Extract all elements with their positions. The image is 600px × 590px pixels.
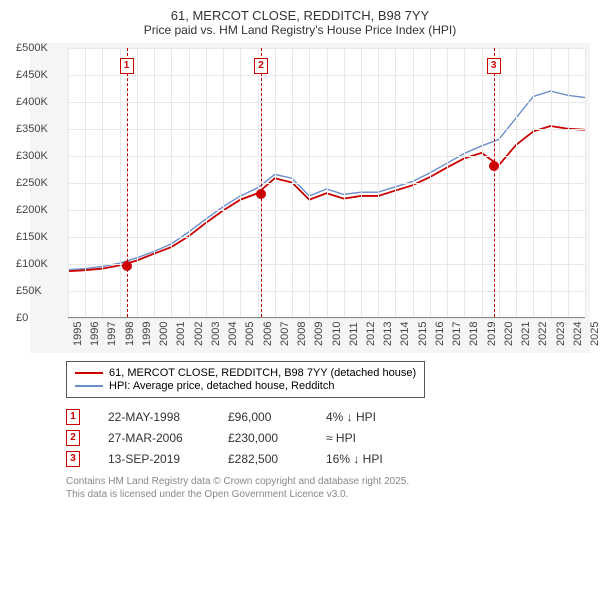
footer-line-1: Contains HM Land Registry data © Crown c…	[66, 475, 590, 488]
sales-row: 1 22-MAY-1998 £96,000 4% ↓ HPI	[66, 409, 590, 425]
x-axis: 1995 1996 1997 1998 1999 2000 2001 2002 2003 2004…	[68, 318, 585, 353]
sales-row-marker: 2	[66, 430, 80, 446]
x-tick-label: 2014	[399, 322, 411, 346]
legend-row: HPI: Average price, detached house, Redd…	[75, 380, 416, 392]
chart-title: 61, MERCOT CLOSE, REDDITCH, B98 7YY	[10, 8, 590, 23]
y-tick-label: £400K	[16, 96, 28, 108]
x-tick-label: 2006	[262, 322, 274, 346]
sales-row-price: £96,000	[228, 410, 298, 424]
sale-marker-line	[127, 48, 128, 317]
x-tick-label: 2000	[158, 322, 170, 346]
legend-label: HPI: Average price, detached house, Redd…	[109, 380, 334, 392]
x-tick-label: 2013	[382, 322, 394, 346]
sale-marker-dot	[489, 161, 499, 171]
x-tick-label: 2023	[555, 322, 567, 346]
y-tick-label: £150K	[16, 231, 28, 243]
x-tick-label: 2009	[313, 322, 325, 346]
x-tick-label: 1999	[141, 322, 153, 346]
sales-row: 2 27-MAR-2006 £230,000 ≈ HPI	[66, 430, 590, 446]
x-tick-label: 2018	[468, 322, 480, 346]
sales-row-date: 13-SEP-2019	[108, 452, 200, 466]
legend-label: 61, MERCOT CLOSE, REDDITCH, B98 7YY (det…	[109, 367, 416, 379]
plot-area: £0£50K£100K£150K£200K£250K£300K£350K£400…	[30, 43, 590, 353]
x-tick-label: 2024	[572, 322, 584, 346]
legend-row: 61, MERCOT CLOSE, REDDITCH, B98 7YY (det…	[75, 367, 416, 379]
footer-attribution: Contains HM Land Registry data © Crown c…	[66, 475, 590, 501]
y-axis: £0£50K£100K£150K£200K£250K£300K£350K£400…	[30, 43, 68, 353]
sales-table: 1 22-MAY-1998 £96,000 4% ↓ HPI 2 27-MAR-2006 £…	[66, 409, 590, 467]
x-tick-label: 2011	[348, 322, 360, 346]
x-tick-label: 2002	[193, 322, 205, 346]
x-tick-label: 2017	[451, 322, 463, 346]
x-tick-label: 2021	[520, 322, 532, 346]
y-tick-label: £0	[16, 312, 28, 324]
sale-marker-box: 2	[254, 58, 268, 74]
sale-marker-dot	[122, 261, 132, 271]
chart-subtitle: Price paid vs. HM Land Registry's House …	[10, 23, 590, 37]
footer-line-2: This data is licensed under the Open Gov…	[66, 488, 590, 501]
x-tick-label: 2007	[279, 322, 291, 346]
x-tick-label: 2025	[589, 322, 600, 346]
x-tick-label: 2003	[210, 322, 222, 346]
sale-marker-dot	[256, 189, 266, 199]
chart-container: 61, MERCOT CLOSE, REDDITCH, B98 7YY Pric…	[0, 0, 600, 509]
y-tick-label: £500K	[16, 42, 28, 54]
x-tick-label: 2016	[434, 322, 446, 346]
y-tick-label: £100K	[16, 258, 28, 270]
sale-marker-line	[494, 48, 495, 317]
x-tick-label: 2008	[296, 322, 308, 346]
legend: 61, MERCOT CLOSE, REDDITCH, B98 7YY (det…	[66, 361, 425, 398]
legend-swatch	[75, 372, 103, 374]
sale-marker-box: 3	[487, 58, 501, 74]
sale-marker-box: 1	[120, 58, 134, 74]
x-tick-label: 2005	[244, 322, 256, 346]
plot-region: 1 2 3	[68, 48, 585, 318]
sales-row-relation: 16% ↓ HPI	[326, 452, 416, 466]
sales-row-price: £282,500	[228, 452, 298, 466]
y-tick-label: £200K	[16, 204, 28, 216]
y-tick-label: £350K	[16, 123, 28, 135]
sales-row-date: 22-MAY-1998	[108, 410, 200, 424]
x-tick-label: 1996	[89, 322, 101, 346]
sales-row-relation: 4% ↓ HPI	[326, 410, 416, 424]
sales-row-price: £230,000	[228, 431, 298, 445]
x-tick-label: 1997	[106, 322, 118, 346]
x-tick-label: 2010	[331, 322, 343, 346]
y-tick-label: £250K	[16, 177, 28, 189]
sales-row: 3 13-SEP-2019 £282,500 16% ↓ HPI	[66, 451, 590, 467]
x-tick-label: 2022	[537, 322, 549, 346]
y-tick-label: £300K	[16, 150, 28, 162]
x-tick-label: 2020	[503, 322, 515, 346]
x-tick-label: 2019	[486, 322, 498, 346]
y-tick-label: £50K	[16, 285, 28, 297]
x-tick-label: 2001	[175, 322, 187, 346]
legend-swatch	[75, 385, 103, 386]
x-tick-label: 1995	[72, 322, 84, 346]
sales-row-relation: ≈ HPI	[326, 431, 416, 445]
sales-row-date: 27-MAR-2006	[108, 431, 200, 445]
x-tick-label: 1998	[124, 322, 136, 346]
y-tick-label: £450K	[16, 69, 28, 81]
x-tick-label: 2015	[417, 322, 429, 346]
x-tick-label: 2012	[365, 322, 377, 346]
sale-marker-line	[261, 48, 262, 317]
sales-row-marker: 1	[66, 409, 80, 425]
sales-row-marker: 3	[66, 451, 80, 467]
x-tick-label: 2004	[227, 322, 239, 346]
